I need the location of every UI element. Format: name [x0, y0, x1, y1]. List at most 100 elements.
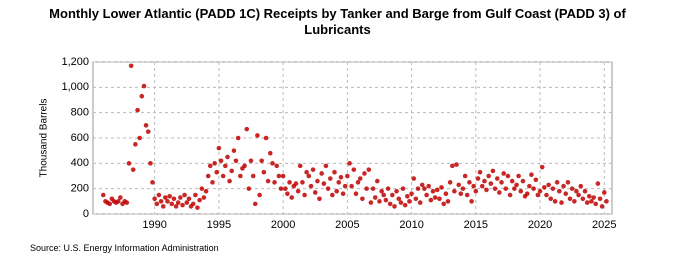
data-point [398, 200, 404, 205]
data-point [143, 123, 149, 128]
y-tick-label: 1,000 [61, 81, 89, 93]
x-tick-label: 2000 [271, 219, 295, 231]
data-point [387, 201, 393, 207]
data-point [484, 187, 489, 193]
data-point [516, 173, 521, 179]
data-point [248, 158, 254, 164]
data-point [193, 192, 198, 198]
data-point [244, 126, 250, 132]
data-point [454, 162, 459, 167]
data-point [539, 164, 545, 170]
data-point [589, 199, 594, 204]
x-tick-label: 2005 [335, 219, 359, 231]
data-point [520, 178, 526, 184]
data-point [492, 186, 498, 191]
data-point [154, 201, 160, 207]
data-point [488, 181, 494, 186]
data-point [302, 192, 307, 198]
x-tick-label: 1990 [142, 219, 166, 231]
data-point [272, 180, 277, 185]
data-point [210, 180, 215, 185]
data-point [417, 200, 423, 205]
data-point [447, 180, 453, 185]
data-point [186, 196, 192, 202]
data-point [175, 200, 181, 205]
data-point [428, 197, 434, 203]
x-tick-label: 1995 [207, 219, 231, 231]
data-point [116, 199, 121, 204]
data-point [325, 186, 331, 191]
data-point [306, 173, 312, 179]
data-point [486, 173, 491, 179]
data-point [156, 192, 162, 198]
data-point [218, 158, 224, 164]
data-point [319, 171, 324, 176]
data-point [574, 188, 579, 194]
data-point [535, 192, 541, 198]
data-point [323, 163, 329, 169]
data-point [216, 145, 222, 151]
data-point [270, 161, 275, 166]
data-point [582, 188, 588, 194]
data-point [261, 169, 267, 175]
data-point [445, 199, 451, 204]
data-point [300, 180, 305, 185]
data-point [462, 173, 468, 179]
data-point [518, 188, 524, 194]
data-point [345, 173, 350, 179]
data-point [148, 161, 153, 166]
data-point [381, 192, 387, 198]
data-point [349, 183, 354, 189]
data-point [586, 193, 592, 199]
data-point [544, 192, 549, 198]
data-point [450, 163, 455, 169]
data-point [443, 191, 449, 197]
data-point [563, 191, 569, 197]
data-point [252, 201, 258, 207]
data-point [505, 173, 511, 179]
data-point [426, 183, 431, 189]
chart-title: Monthly Lower Atlantic (PADD 1C) Receipt… [49, 6, 626, 37]
data-point [456, 182, 462, 188]
y-tick-label: 800 [71, 107, 89, 119]
data-point [163, 195, 168, 200]
data-point [400, 186, 406, 191]
data-point [229, 168, 235, 174]
data-point [207, 163, 213, 169]
data-point [477, 169, 483, 175]
data-point [152, 196, 157, 202]
data-point [304, 169, 309, 175]
data-point [390, 192, 395, 198]
data-point [360, 196, 365, 202]
data-point [413, 196, 419, 202]
data-point [557, 188, 562, 194]
data-point [364, 186, 369, 191]
data-point [182, 192, 187, 198]
data-point [565, 180, 571, 185]
data-point [537, 188, 543, 194]
x-tick-label: 2025 [592, 219, 616, 231]
data-point [460, 186, 466, 191]
data-point [141, 83, 147, 89]
data-point [145, 129, 151, 134]
data-point [235, 135, 241, 141]
data-point [130, 167, 136, 172]
y-tick-label: 400 [71, 157, 89, 169]
data-point [550, 186, 556, 191]
data-point [126, 161, 132, 166]
data-point [312, 190, 318, 195]
data-point [317, 196, 322, 202]
data-point [379, 188, 384, 194]
data-point [124, 200, 130, 205]
data-point [497, 190, 502, 195]
data-point [353, 191, 359, 197]
data-point [432, 195, 438, 200]
data-point [340, 191, 346, 197]
data-point [569, 186, 575, 191]
data-point [559, 200, 564, 205]
data-point [150, 180, 155, 185]
data-point [576, 192, 581, 198]
data-point [424, 192, 429, 198]
data-point [212, 161, 217, 166]
data-point [377, 199, 382, 204]
